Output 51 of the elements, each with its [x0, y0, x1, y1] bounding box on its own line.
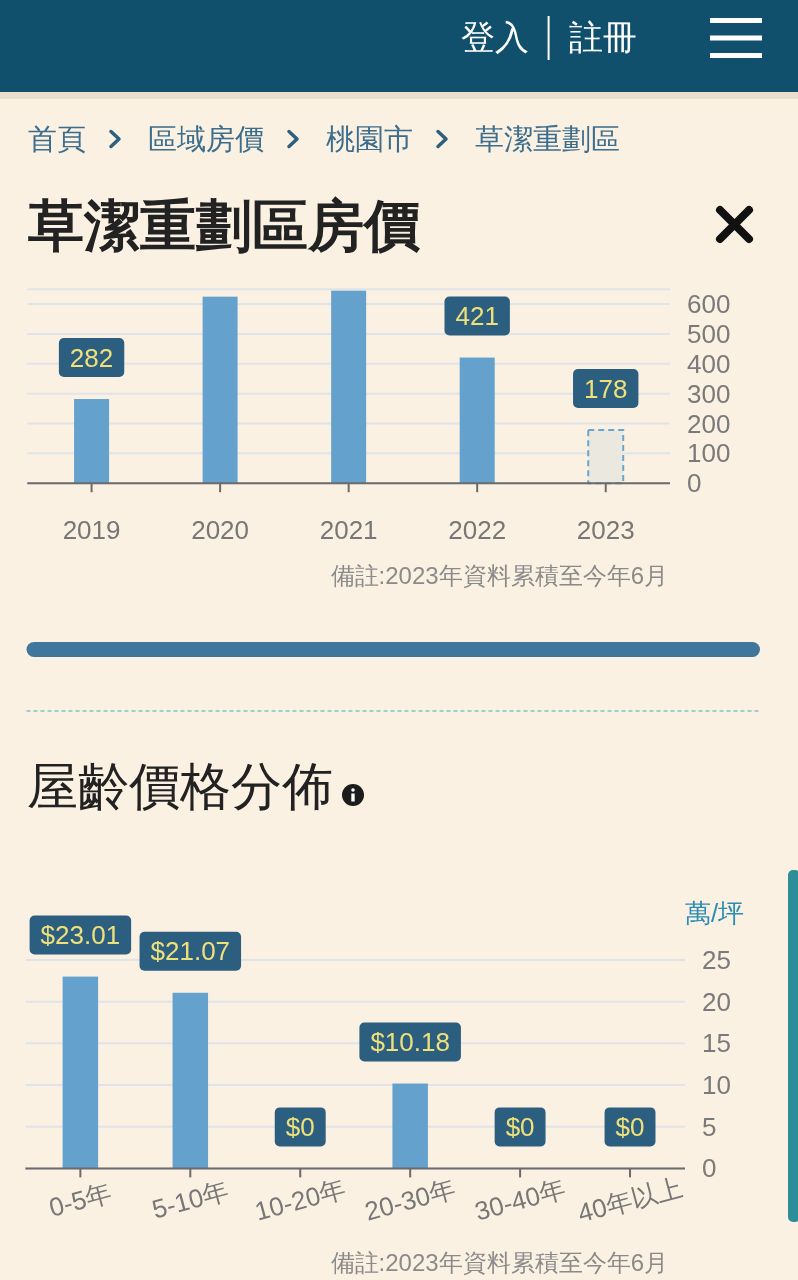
data-label: 282 [69, 342, 114, 373]
y-tick-label: 500 [687, 318, 731, 349]
data-label: $0 [285, 1111, 315, 1142]
data-label: 421 [455, 301, 499, 332]
bar [331, 290, 367, 484]
text: 草潔重劃區 [475, 123, 620, 155]
data-label: $21.07 [150, 936, 231, 967]
data-label: $23.01 [40, 920, 121, 951]
bar [172, 992, 209, 1169]
y-tick-label: 15 [702, 1028, 731, 1059]
y-tick-label: 300 [687, 378, 731, 409]
x-tick-label: 20-30年 [361, 1173, 459, 1227]
bar [62, 976, 99, 1169]
chart-title: 草潔重劃區房價 [28, 193, 420, 257]
y-tick-label: 10 [702, 1070, 731, 1101]
x-tick-label: 40年以上 [574, 1171, 686, 1229]
x-tick-label: 2020 [191, 515, 250, 545]
x-tick-label: 2021 [319, 515, 378, 545]
y-tick-label: 5 [702, 1111, 717, 1142]
bar [459, 357, 495, 484]
data-label: $0 [615, 1111, 645, 1142]
x-tick-label: 2022 [448, 515, 507, 545]
y-tick-label: 25 [702, 945, 731, 975]
x-tick-label: 2019 [62, 515, 121, 545]
text: 註冊 [569, 18, 637, 56]
y-tick-label: 100 [687, 438, 731, 469]
y-tick-label: 400 [687, 348, 731, 379]
bar [202, 296, 238, 484]
data-label: 178 [584, 373, 628, 404]
data-label: $10.18 [370, 1027, 450, 1058]
text: 備註:2023年資料累積至今年6月 [330, 1248, 668, 1276]
y-axis-title: 萬/坪 [685, 898, 745, 928]
text: 登入 [460, 18, 529, 56]
x-tick-label: 5-10年 [148, 1175, 232, 1225]
text: 備註:2023年資料累積至今年6月 [330, 561, 668, 589]
y-tick-label: 200 [687, 408, 731, 439]
text: 桃園市 [326, 123, 413, 155]
data-label: $0 [505, 1111, 535, 1142]
y-tick-label: 0 [702, 1153, 717, 1184]
chart-title: 屋齡價格分佈 [27, 757, 333, 815]
bar [74, 399, 110, 484]
x-tick-label: 30-40年 [471, 1173, 569, 1227]
bar [392, 1083, 428, 1169]
y-tick-label: 600 [687, 289, 731, 320]
y-tick-label: 20 [702, 986, 731, 1017]
text: 區域房價 [148, 123, 264, 155]
y-tick-label: 0 [687, 468, 702, 499]
text: 首頁 [28, 123, 86, 155]
x-tick-label: 10-20年 [251, 1173, 349, 1227]
x-tick-label: 0-5年 [45, 1177, 115, 1223]
x-tick-label: 2023 [576, 515, 635, 545]
